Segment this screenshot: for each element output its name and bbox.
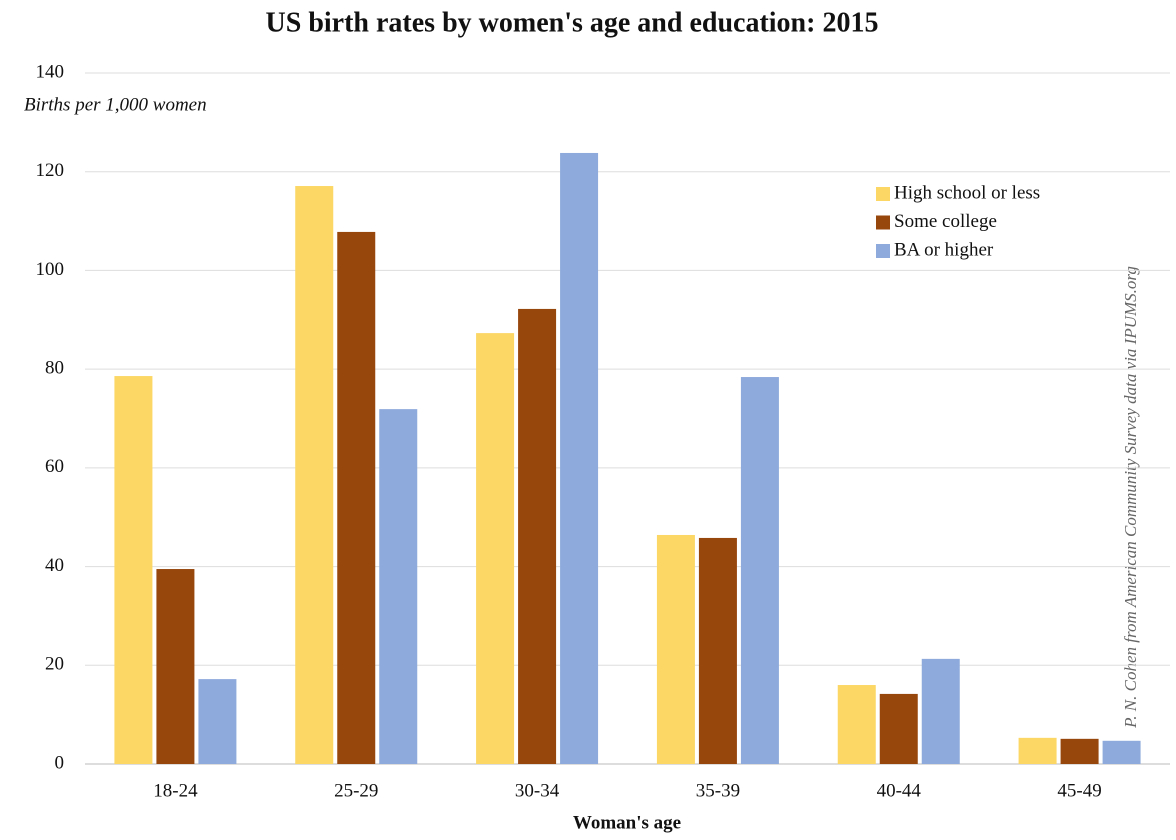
x-tick-label: 18-24 bbox=[153, 780, 198, 801]
y-tick-label: 80 bbox=[45, 358, 64, 379]
bar bbox=[518, 308, 557, 764]
bar bbox=[879, 693, 918, 764]
bar bbox=[198, 679, 237, 764]
bar bbox=[837, 685, 876, 764]
bar bbox=[921, 658, 960, 764]
legend-label: High school or less bbox=[894, 182, 1040, 203]
legend-swatch bbox=[876, 244, 890, 258]
bar bbox=[379, 409, 418, 764]
legend-label: Some college bbox=[894, 211, 997, 232]
legend-label: BA or higher bbox=[894, 239, 994, 260]
x-tick-label: 45-49 bbox=[1057, 780, 1101, 801]
bar bbox=[1018, 737, 1057, 764]
bar bbox=[1102, 740, 1141, 764]
bar bbox=[740, 377, 779, 764]
y-tick-label: 60 bbox=[45, 456, 64, 477]
bar bbox=[114, 376, 153, 764]
bar bbox=[1060, 738, 1099, 764]
x-tick-label: 30-34 bbox=[515, 780, 560, 801]
legend-swatch bbox=[876, 215, 890, 230]
x-tick-label: 40-44 bbox=[877, 780, 922, 801]
y-tick-label: 120 bbox=[36, 160, 65, 181]
bar bbox=[156, 569, 195, 764]
bar bbox=[476, 333, 515, 764]
y-tick-label: 20 bbox=[45, 654, 64, 675]
y-tick-label: 0 bbox=[55, 752, 65, 773]
x-tick-label: 25-29 bbox=[334, 780, 378, 801]
bar bbox=[698, 537, 737, 764]
y-axis-label: Births per 1,000 women bbox=[24, 94, 207, 115]
x-axis-label: Woman's age bbox=[573, 812, 681, 833]
bar bbox=[337, 231, 376, 764]
source-note: P. N. Cohen from American Community Surv… bbox=[1121, 266, 1140, 729]
chart-title: US birth rates by women's age and educat… bbox=[266, 7, 879, 38]
legend-swatch bbox=[876, 187, 890, 201]
y-tick-label: 100 bbox=[36, 259, 65, 280]
y-tick-label: 40 bbox=[45, 555, 64, 576]
bar bbox=[295, 186, 334, 765]
y-tick-label: 140 bbox=[36, 61, 65, 82]
x-tick-label: 35-39 bbox=[696, 780, 740, 801]
bar bbox=[656, 534, 695, 764]
bar bbox=[560, 152, 599, 765]
